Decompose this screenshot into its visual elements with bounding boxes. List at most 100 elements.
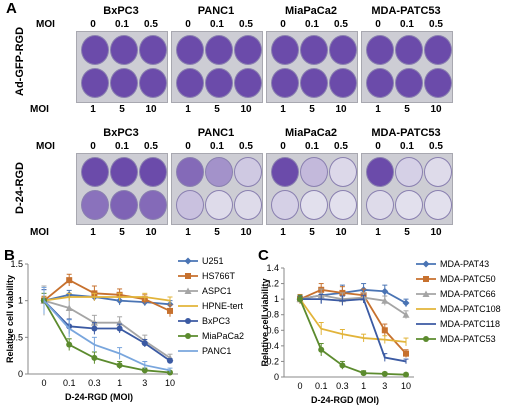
series-line — [299, 298, 407, 343]
well-plate — [171, 31, 263, 103]
well-plate — [361, 31, 453, 103]
legend-label: MDA-PATC50 — [440, 274, 496, 284]
x-tick-label: 10 — [165, 378, 175, 388]
well — [234, 190, 262, 220]
legend-marker — [422, 290, 430, 297]
moi-value: 1 — [185, 227, 191, 238]
well — [366, 157, 394, 187]
y-tick-label: 0.2 — [266, 356, 279, 366]
legend-marker — [185, 333, 191, 339]
well — [395, 157, 423, 187]
data-point — [116, 362, 123, 369]
legend-marker — [184, 287, 192, 294]
moi-value: 0.1 — [115, 141, 129, 152]
series-line — [43, 300, 171, 374]
y-tick-label: 0.8 — [266, 310, 279, 320]
cell-line-header: PANC1 — [197, 5, 235, 17]
data-point — [360, 370, 367, 377]
moi-value: 1 — [375, 104, 381, 115]
data-point — [403, 350, 409, 357]
well — [300, 157, 328, 187]
data-point — [141, 340, 148, 347]
moi-value: 5 — [214, 227, 220, 238]
well — [205, 68, 233, 98]
chart-c: 0 0.2 0.4 0.6 0.8 1 1.2 1.4 0 0.1 0.3 1 3 10 D-24-RGD … — [260, 259, 501, 405]
y-tick-label: 0.5 — [10, 332, 23, 342]
well — [395, 68, 423, 98]
well — [176, 157, 204, 187]
x-tick-label: 10 — [401, 381, 411, 391]
moi-value: 1 — [185, 104, 191, 115]
moi-value: 1 — [90, 104, 96, 115]
moi-value: 0 — [90, 19, 96, 30]
data-point — [166, 300, 174, 308]
y-tick-label: 1 — [18, 296, 23, 306]
well — [424, 68, 452, 98]
moi-value: 0 — [185, 19, 191, 30]
x-tick-label: 0.3 — [88, 378, 101, 388]
moi-value: 5 — [404, 227, 410, 238]
moi-value: 1 — [280, 104, 286, 115]
data-point — [91, 354, 98, 361]
legend-label: ASPC1 — [202, 286, 232, 296]
series-line — [299, 294, 407, 316]
moi-value: 0 — [185, 141, 191, 152]
well-plate — [76, 31, 168, 103]
legend-label: BxPC3 — [202, 316, 230, 326]
moi-value: 10 — [335, 104, 347, 115]
cell-line-header: BxPC3 — [103, 5, 139, 17]
well — [234, 157, 262, 187]
well — [176, 190, 204, 220]
cell-line-header: BxPC3 — [103, 127, 139, 139]
legend-label: U251 — [202, 256, 224, 266]
cell-line-header: MDA-PATC53 — [371, 127, 441, 139]
moi-value: 5 — [309, 104, 315, 115]
legend-label: MDA-PATC53 — [440, 334, 496, 344]
data-point — [66, 277, 73, 284]
moi-value: 0 — [280, 141, 286, 152]
data-point — [381, 287, 389, 295]
well — [300, 68, 328, 98]
data-point — [167, 307, 173, 314]
moi-value: 10 — [145, 227, 157, 238]
legend-marker — [423, 276, 429, 282]
x-axis-label: D-24-RGD (MOI) — [65, 392, 133, 402]
data-point — [381, 297, 389, 304]
moi-value: 1 — [375, 227, 381, 238]
x-tick-label: 0 — [297, 381, 302, 391]
well — [110, 35, 138, 65]
well-plate — [171, 153, 263, 225]
well — [395, 35, 423, 65]
moi-value: 0.5 — [334, 19, 348, 30]
well — [271, 35, 299, 65]
cell-line-header: MiaPaCa2 — [285, 5, 337, 17]
moi-value: 0.5 — [334, 141, 348, 152]
series-line — [43, 279, 171, 312]
series-line — [43, 300, 171, 362]
well — [139, 68, 167, 98]
moi-value: 0.1 — [400, 19, 414, 30]
legend-label: MDA-PAT43 — [440, 259, 489, 269]
legend-label: MiaPaCa2 — [202, 331, 244, 341]
moi-value: 10 — [335, 227, 347, 238]
well — [300, 35, 328, 65]
moi-value: 0.5 — [239, 141, 253, 152]
moi-value: 1 — [90, 227, 96, 238]
well — [300, 190, 328, 220]
moi-value: 10 — [240, 227, 252, 238]
legend-label: MDA-PATC108 — [440, 304, 501, 314]
moi-value: 0.5 — [429, 141, 443, 152]
well-plate — [266, 31, 358, 103]
well-plate — [76, 153, 168, 225]
moi-value: 5 — [404, 104, 410, 115]
data-point — [66, 341, 73, 348]
legend-label: PANC1 — [202, 346, 231, 356]
well — [139, 157, 167, 187]
series-line — [43, 299, 171, 359]
y-tick-label: 0 — [18, 369, 23, 379]
data-point — [167, 357, 173, 364]
well-plate — [361, 153, 453, 225]
moi-value: 5 — [119, 104, 125, 115]
series-line — [299, 288, 407, 355]
well — [424, 35, 452, 65]
